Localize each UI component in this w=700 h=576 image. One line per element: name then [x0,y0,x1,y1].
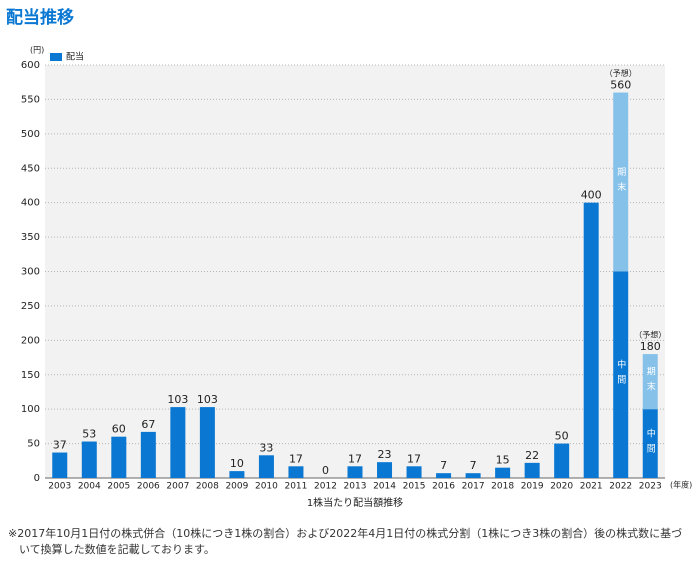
chart: 配当推移 (円) (年度) 1株当たり配当額推移 050100150200250… [6,7,692,509]
x-tick-label: 2003 [48,482,71,492]
forecast-note: （予想） [634,330,666,340]
total-label: 560 [610,79,631,92]
y-tick-label: 350 [21,232,40,243]
bar [111,436,127,478]
bar [199,407,215,478]
y-tick-label: 100 [21,404,40,415]
y-tick-label: 400 [21,198,40,209]
x-tick-label: 2020 [550,482,573,492]
y-tick-label: 550 [21,94,40,105]
bar [81,441,97,478]
footnote: ※2017年10月1日付の株式併合（10株につき1株の割合）および2022年4月… [8,527,683,556]
y-unit: (円) [30,46,44,55]
value-label: 60 [112,423,126,436]
x-tick-label: 2011 [284,482,307,492]
y-tick-label: 250 [21,301,40,312]
x-tick-label: 2018 [491,482,514,492]
x-tick-label: 2008 [196,482,219,492]
value-label: 17 [407,452,421,465]
legend-swatch [50,53,62,61]
x-tick-label: 2022 [609,482,632,492]
forecast-note: （予想） [605,68,637,78]
bar [377,462,393,478]
value-label: 33 [259,441,273,454]
value-label: 0 [322,464,329,477]
x-tick-label: 2017 [462,482,485,492]
x-tick-label: 2021 [580,482,603,492]
value-label: 22 [525,449,539,462]
bar [436,473,452,478]
x-tick-label: 2013 [344,482,367,492]
bar [613,271,629,478]
value-label: 7 [440,459,447,472]
bar [347,466,363,478]
bar [642,409,658,478]
y-tick-label: 600 [21,60,40,71]
x-tick-label: 2012 [314,482,337,492]
value-label: 67 [141,418,155,431]
y-tick-label: 300 [21,267,40,278]
value-label: 103 [167,393,188,406]
segment-label: 中間 [615,359,626,390]
value-label: 23 [378,448,392,461]
y-tick-label: 450 [21,163,40,174]
value-label: 15 [496,454,510,467]
x-tick-label: 2019 [521,482,544,492]
x-tick-label: 2010 [255,482,278,492]
x-tick-label: 2006 [137,482,160,492]
value-label: 17 [289,452,303,465]
value-label: 103 [197,393,218,406]
x-tick-label: 2016 [432,482,455,492]
y-tick-label: 0 [34,473,40,484]
bar [140,431,156,478]
x-tick-label: 2009 [225,482,248,492]
bar [583,202,599,478]
value-label: 10 [230,457,244,470]
bar [170,407,186,478]
bar [229,471,245,478]
legend-label: 配当 [66,51,84,63]
bar [465,473,481,478]
value-label: 53 [82,428,96,441]
bar [613,92,629,272]
value-label: 7 [470,459,477,472]
segment-label: 期末 [615,167,626,197]
chart-title: 配当推移 [6,7,74,28]
value-label: 400 [581,189,602,202]
x-unit: (年度) [670,480,692,490]
x-axis-title: 1株当たり配当額推移 [307,496,403,509]
bar [52,452,68,478]
x-tick-label: 2007 [166,482,189,492]
bar [642,354,658,410]
bar [524,462,540,478]
segment-label: 期末 [645,367,656,397]
y-tick-label: 500 [21,129,40,140]
bar [288,466,304,478]
bar [554,443,570,478]
x-tick-label: 2004 [78,482,101,492]
value-label: 37 [53,439,67,452]
bar [406,466,422,478]
x-tick-label: 2015 [403,482,426,492]
x-tick-label: 2023 [639,482,662,492]
value-label: 50 [555,430,569,443]
x-tick-label: 2005 [107,482,130,492]
segment-label: 中間 [645,428,656,459]
total-label: 180 [640,340,661,353]
x-tick-label: 2014 [373,482,396,492]
y-tick-label: 50 [27,439,40,450]
y-tick-label: 200 [21,335,40,346]
bar [258,455,274,478]
value-label: 17 [348,452,362,465]
bar [495,467,511,478]
y-tick-label: 150 [21,370,40,381]
